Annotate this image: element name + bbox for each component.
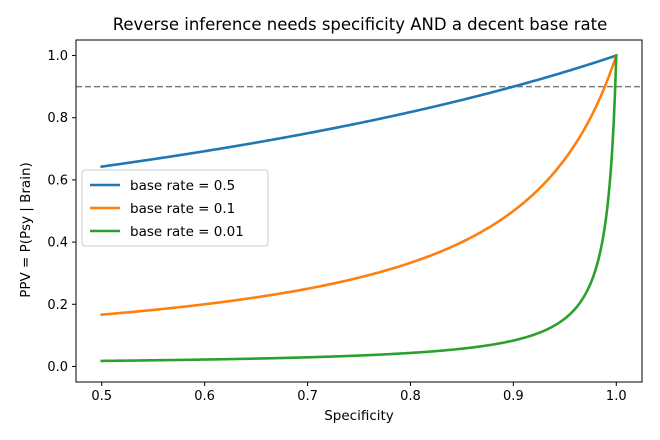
y-axis-label: PPV = P(Psy | Brain) [18,162,34,298]
legend-label: base rate = 0.01 [130,224,244,240]
y-tick-label: 0.2 [47,298,68,313]
series-line [100,54,618,363]
y-tick-label: 0.8 [47,111,68,126]
x-axis-label: Specificity [324,408,394,424]
x-tick-label: 0.8 [400,389,421,404]
y-tick-label: 0.4 [47,236,68,251]
y-axis-ticks: 0.0 0.2 0.4 0.6 0.8 1.0 [47,49,76,375]
legend-label: base rate = 0.5 [130,178,235,194]
legend-label: base rate = 0.1 [130,201,235,217]
y-tick-label: 1.0 [47,49,68,64]
legend: base rate = 0.5 base rate = 0.1 base rate … [81,169,269,247]
series-line [100,53,618,317]
axes-frame [75,39,643,383]
series-layer [100,53,618,363]
x-tick-label: 0.7 [297,389,318,404]
y-tick-label: 0.6 [47,173,68,188]
x-tick-label: 0.6 [194,389,215,404]
x-axis-ticks: 0.5 0.6 0.7 0.8 0.9 1.0 [91,382,627,404]
x-tick-label: 0.5 [91,389,112,404]
legend-frame [81,169,269,247]
plot-area [75,39,643,383]
series-line [100,53,618,169]
x-tick-label: 0.9 [503,389,524,404]
x-tick-label: 1.0 [606,389,627,404]
chart-title: Reverse inference needs specificity AND … [113,15,608,34]
y-tick-label: 0.0 [47,360,68,375]
